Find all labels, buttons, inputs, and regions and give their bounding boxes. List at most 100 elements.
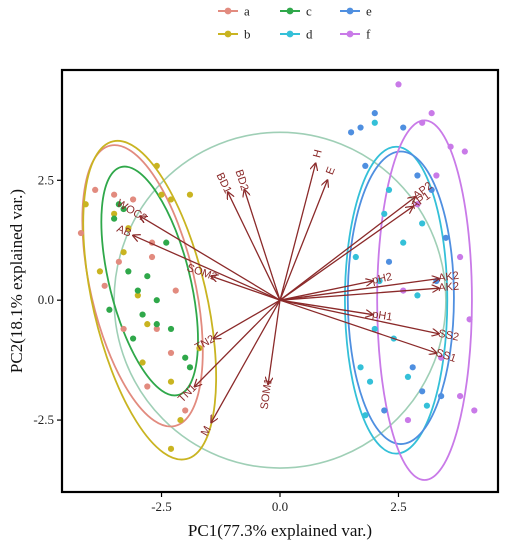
point-f bbox=[447, 143, 454, 150]
point-a bbox=[77, 229, 85, 237]
legend-label: f bbox=[366, 27, 371, 42]
vector-TN1 bbox=[195, 299, 281, 386]
point-f bbox=[456, 253, 464, 261]
point-c bbox=[167, 325, 175, 333]
point-b bbox=[111, 210, 118, 217]
vector-H bbox=[279, 164, 316, 301]
point-c bbox=[186, 364, 194, 371]
point-c bbox=[111, 215, 118, 222]
x-axis-title: PC1(77.3% explained var.) bbox=[188, 521, 372, 540]
point-b bbox=[167, 196, 175, 203]
point-b bbox=[186, 191, 194, 198]
point-c bbox=[129, 335, 137, 342]
vector-AB bbox=[133, 235, 281, 301]
point-f bbox=[428, 110, 435, 117]
vector-pH1 bbox=[279, 299, 372, 314]
point-b bbox=[177, 416, 184, 424]
legend-swatch-point bbox=[346, 30, 354, 38]
point-f bbox=[471, 407, 478, 414]
vector-pH2 bbox=[279, 281, 372, 301]
point-f bbox=[438, 354, 445, 361]
ellipse-f bbox=[376, 119, 473, 481]
legend-label: b bbox=[244, 27, 251, 42]
point-d bbox=[381, 210, 388, 217]
point-d bbox=[404, 373, 412, 381]
point-d bbox=[423, 402, 431, 409]
point-a bbox=[120, 325, 127, 333]
legend-label: c bbox=[306, 4, 312, 19]
vector-label: H bbox=[311, 148, 325, 159]
point-e bbox=[414, 172, 421, 179]
vector-TN2 bbox=[214, 299, 281, 338]
plot-frame bbox=[60, 68, 500, 494]
point-e bbox=[442, 234, 449, 241]
point-b bbox=[153, 162, 160, 170]
x-tick-label: -2.5 bbox=[151, 499, 172, 514]
ellipse-e bbox=[346, 150, 455, 445]
point-e bbox=[362, 162, 369, 170]
y-axis: 2.5 0.0 -2.5 bbox=[33, 172, 62, 427]
x-tick-label: 0.0 bbox=[272, 499, 288, 514]
point-c bbox=[115, 201, 122, 208]
point-e bbox=[438, 392, 445, 400]
point-b bbox=[82, 201, 89, 208]
point-d bbox=[400, 239, 407, 246]
point-d bbox=[371, 119, 378, 126]
vector-BD2 bbox=[244, 190, 281, 301]
point-c bbox=[163, 239, 170, 246]
point-a bbox=[153, 325, 160, 333]
y-tick-label: 2.5 bbox=[38, 172, 54, 187]
vector-label: AB bbox=[115, 223, 133, 240]
point-b bbox=[167, 378, 175, 385]
legend-item-d: d bbox=[280, 27, 313, 42]
point-b bbox=[167, 445, 175, 452]
vector-label: BD2 bbox=[232, 168, 250, 192]
legend-swatch-point bbox=[224, 7, 232, 15]
ellipse-c bbox=[100, 165, 199, 397]
point-c bbox=[153, 297, 160, 304]
point-a bbox=[101, 282, 108, 289]
point-d bbox=[352, 253, 359, 261]
point-a bbox=[111, 191, 118, 198]
point-f bbox=[433, 172, 440, 179]
point-e bbox=[371, 110, 378, 117]
point-c bbox=[139, 311, 146, 318]
point-b bbox=[120, 249, 127, 256]
ellipse-d bbox=[344, 145, 449, 455]
vector-label: SS2 bbox=[437, 328, 460, 344]
vector-AK2 bbox=[279, 288, 439, 301]
vector-label: E bbox=[324, 165, 338, 176]
y-tick-label: 0.0 bbox=[38, 292, 54, 307]
point-a bbox=[129, 196, 137, 203]
legend-item-b: b bbox=[218, 27, 251, 42]
vector-SOM1 bbox=[268, 300, 281, 384]
legend-label: d bbox=[306, 27, 313, 42]
vector-label: AK2 bbox=[438, 270, 460, 285]
point-e bbox=[419, 388, 426, 395]
point-c bbox=[153, 321, 160, 328]
point-f bbox=[395, 81, 402, 88]
point-f bbox=[456, 392, 464, 400]
vector-SOM2 bbox=[211, 276, 281, 301]
point-a bbox=[92, 186, 99, 193]
vector-label: pH2 bbox=[371, 271, 393, 287]
legend-item-f: f bbox=[340, 27, 371, 42]
vector-SS1 bbox=[279, 299, 436, 353]
ellipse-b bbox=[82, 139, 218, 461]
x-axis: -2.5 0.0 2.5 bbox=[151, 492, 407, 514]
x-tick-label: 2.5 bbox=[390, 499, 406, 514]
point-a bbox=[167, 349, 175, 357]
point-d bbox=[371, 325, 378, 333]
point-d bbox=[366, 378, 374, 385]
point-b bbox=[134, 292, 141, 299]
point-b bbox=[144, 321, 151, 328]
y-axis-title: PC2(18.1% explained var.) bbox=[7, 189, 26, 373]
vector-AP2 bbox=[279, 197, 415, 301]
point-e bbox=[347, 129, 355, 136]
vector-WOC2 bbox=[140, 216, 281, 301]
point-a bbox=[144, 383, 151, 390]
vector-label: pH1 bbox=[371, 309, 393, 324]
point-e bbox=[357, 124, 364, 131]
